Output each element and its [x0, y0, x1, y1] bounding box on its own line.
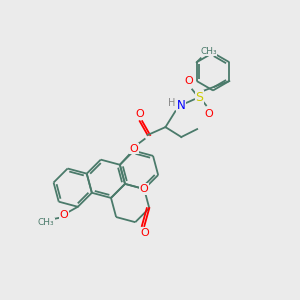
Text: O: O — [140, 228, 149, 238]
Text: O: O — [140, 184, 148, 194]
Text: N: N — [177, 99, 186, 112]
Text: H: H — [168, 98, 175, 108]
Text: CH₃: CH₃ — [200, 47, 217, 56]
Text: O: O — [185, 76, 194, 85]
Text: S: S — [195, 91, 203, 104]
Text: O: O — [135, 109, 144, 119]
Text: O: O — [60, 210, 68, 220]
Text: O: O — [205, 109, 213, 119]
Text: O: O — [129, 144, 138, 154]
Text: CH₃: CH₃ — [38, 218, 55, 227]
